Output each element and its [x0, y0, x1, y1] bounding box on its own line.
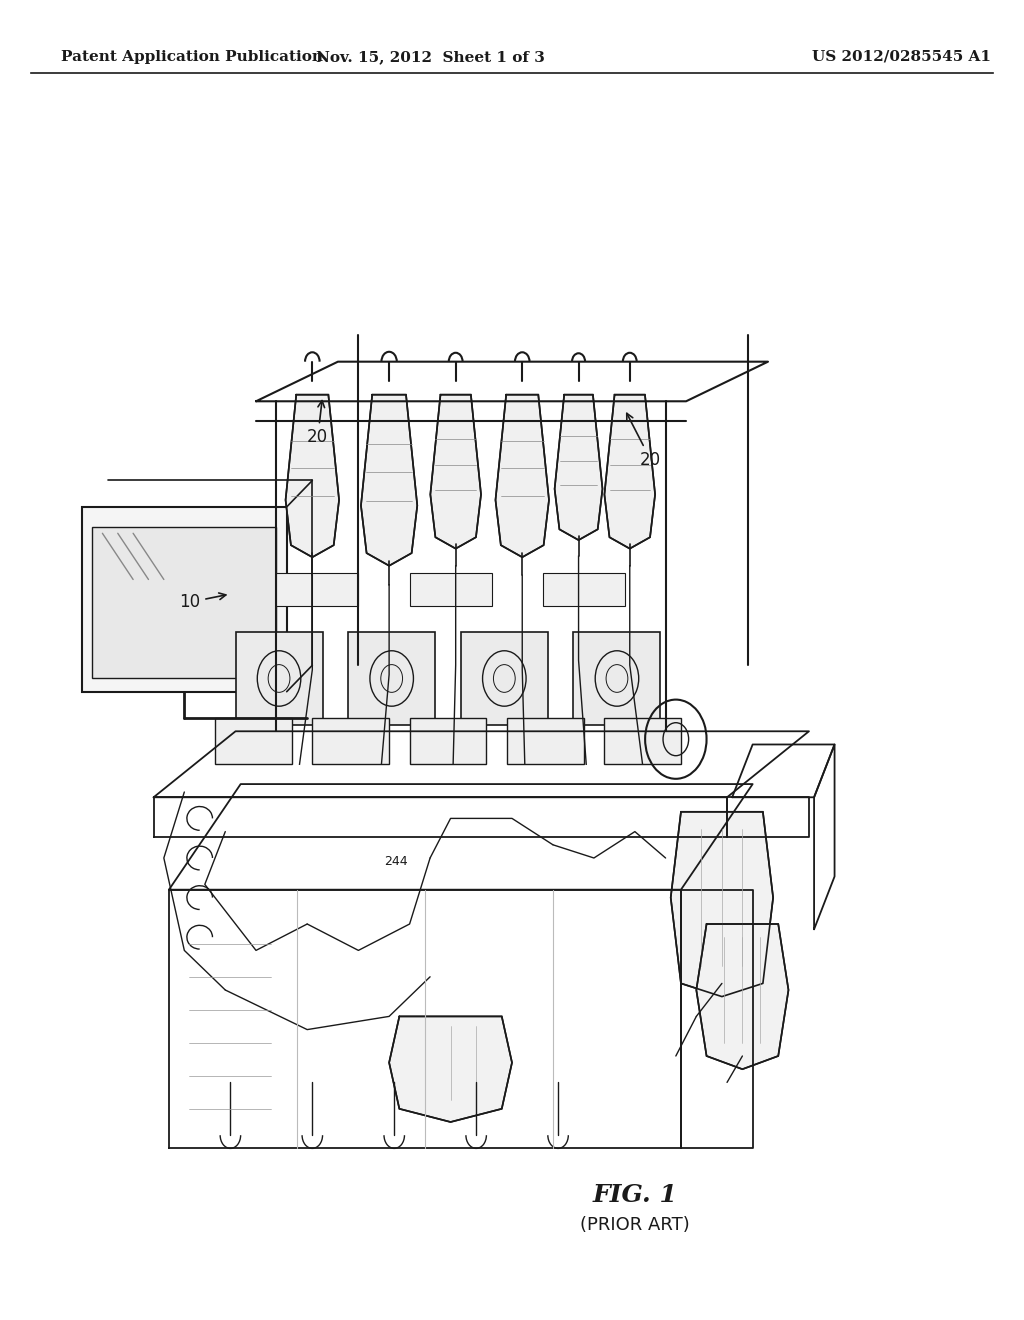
- Polygon shape: [389, 1016, 512, 1122]
- Polygon shape: [496, 395, 549, 557]
- Bar: [604, 718, 681, 764]
- Text: 20: 20: [627, 413, 662, 469]
- Polygon shape: [430, 395, 481, 549]
- Bar: [410, 573, 492, 606]
- Bar: [573, 632, 660, 725]
- Bar: [82, 507, 287, 692]
- Bar: [410, 718, 486, 764]
- Text: Patent Application Publication: Patent Application Publication: [61, 50, 324, 63]
- Bar: [543, 573, 625, 606]
- Bar: [92, 527, 276, 678]
- Polygon shape: [604, 395, 655, 549]
- Polygon shape: [286, 395, 339, 557]
- Text: US 2012/0285545 A1: US 2012/0285545 A1: [812, 50, 990, 63]
- Text: 20: 20: [307, 400, 329, 446]
- Bar: [348, 632, 435, 725]
- Text: FIG. 1: FIG. 1: [593, 1183, 677, 1206]
- Polygon shape: [360, 395, 418, 566]
- Bar: [276, 573, 358, 606]
- Text: 10: 10: [179, 593, 226, 611]
- Text: Nov. 15, 2012  Sheet 1 of 3: Nov. 15, 2012 Sheet 1 of 3: [315, 50, 545, 63]
- Bar: [507, 718, 584, 764]
- Bar: [215, 718, 292, 764]
- Polygon shape: [671, 812, 773, 997]
- Text: 244: 244: [384, 854, 408, 867]
- Bar: [312, 718, 389, 764]
- Polygon shape: [555, 395, 602, 540]
- Bar: [236, 632, 323, 725]
- Text: (PRIOR ART): (PRIOR ART): [580, 1216, 690, 1234]
- Bar: [461, 632, 548, 725]
- Polygon shape: [696, 924, 788, 1069]
